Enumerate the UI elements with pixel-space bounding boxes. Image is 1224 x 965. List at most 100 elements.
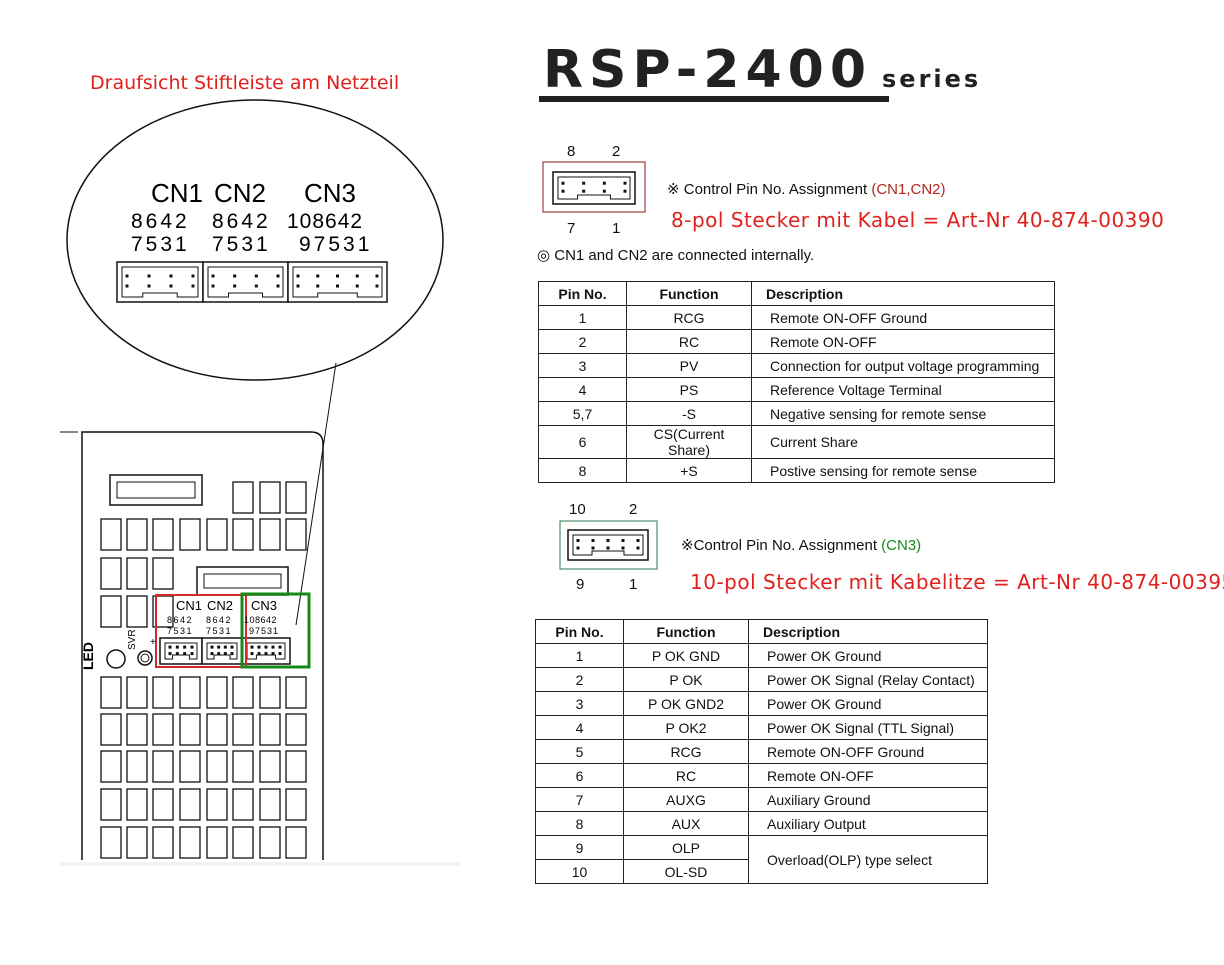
- panel-bottom-shade: [60, 862, 460, 866]
- connector-pin: [296, 284, 300, 288]
- connector-pin: [264, 652, 268, 656]
- pin-cell: 1: [535, 643, 624, 668]
- table-row: 4 PS Reference Voltage Terminal: [538, 377, 1055, 402]
- vent-slot: [206, 713, 228, 746]
- panel-cn2-label: CN2: [207, 598, 234, 613]
- pin-cell: 4: [538, 377, 627, 402]
- connector-latch: [246, 642, 286, 660]
- cn12-assignment: ※ Control Pin No. Assignment (CN1,CN2): [667, 180, 946, 198]
- panel-cn3-bottom: 97531: [249, 626, 280, 636]
- panel-cn1-top: 8642: [167, 615, 194, 625]
- vent-slot: [232, 676, 254, 709]
- pin-cell: 10: [535, 859, 624, 884]
- description-cell: Connection for output voltage programmin…: [751, 353, 1055, 378]
- vent-slot: [152, 750, 174, 783]
- cn12-pin-8: 8: [567, 143, 576, 160]
- connector-pin: [264, 645, 268, 649]
- connector-pin: [576, 546, 580, 550]
- vent-slot: [285, 788, 307, 821]
- connector-pin: [621, 546, 625, 550]
- description-cell: Remote ON-OFF Ground: [748, 739, 988, 764]
- pin-cell: 8: [535, 811, 624, 836]
- vent-slot: [126, 826, 148, 859]
- vent-slot: [232, 826, 254, 859]
- function-cell: P OK GND2: [623, 691, 749, 716]
- cn12-pin-2: 2: [612, 143, 621, 160]
- vent-slot: [206, 676, 228, 709]
- connector-pin: [278, 652, 282, 656]
- connector-pin: [175, 645, 179, 649]
- connector-pin: [375, 284, 379, 288]
- vent-slot: [179, 518, 201, 551]
- vent-slot: [152, 676, 174, 709]
- function-cell: P OK GND: [623, 643, 749, 668]
- vent-slot: [152, 557, 174, 590]
- vent-slot: [126, 788, 148, 821]
- pin-cell: 9: [535, 835, 624, 860]
- pin-cell: 7: [535, 787, 624, 812]
- connector-housing: [159, 637, 203, 665]
- connector-latch: [572, 534, 644, 556]
- function-cell: AUXG: [623, 787, 749, 812]
- table-row: 6 CS(Current Share) Current Share: [538, 425, 1055, 459]
- vent-slot: [100, 676, 122, 709]
- connector-pin: [271, 652, 275, 656]
- connector-pin: [190, 645, 194, 649]
- cn12-pin-table: Pin No. Function Description 1 RCG Remote ON-…: [538, 281, 1055, 483]
- vent-slot: [126, 595, 148, 628]
- vent-slot: [259, 676, 281, 709]
- connector-pin: [257, 645, 261, 649]
- function-cell: RCG: [626, 305, 752, 330]
- vent-slot: [232, 481, 254, 514]
- pin-cell: 4: [535, 715, 624, 740]
- zoom-cn3-top: 108642: [287, 210, 364, 233]
- connector-pin: [230, 645, 234, 649]
- connector-pin: [316, 274, 320, 278]
- svr-potentiometer: [137, 650, 153, 666]
- connector-housing: [202, 261, 289, 303]
- function-cell: CS(Current Share): [626, 425, 752, 459]
- function-cell: PV: [626, 353, 752, 378]
- function-cell: AUX: [623, 811, 749, 836]
- connector-pin: [250, 652, 254, 656]
- connector-pin: [278, 645, 282, 649]
- vent-slot: [126, 713, 148, 746]
- description-cell: Postive sensing for remote sense: [751, 458, 1055, 483]
- connector-pin: [606, 539, 610, 542]
- title-main: RSP-2400: [543, 40, 872, 100]
- pin-cell: 6: [535, 763, 624, 788]
- cn3-assignment: ※Control Pin No. Assignment (CN3): [681, 536, 921, 554]
- vent-slot: [285, 518, 307, 551]
- title-suffix: series: [882, 65, 982, 93]
- svr-plus-label: +: [150, 637, 156, 648]
- connector-pin: [230, 652, 234, 656]
- column-header: Description: [748, 619, 988, 644]
- cn3-pin-table: Pin No. Function Description 1 P OK GND Power…: [535, 619, 988, 884]
- connector-pin: [169, 274, 173, 278]
- column-header: Pin No.: [538, 281, 627, 306]
- vent-slot: [179, 676, 201, 709]
- connector-pin: [190, 652, 194, 656]
- vent-slot: [232, 713, 254, 746]
- vent-slot: [179, 713, 201, 746]
- cn3-order-note: 10-pol Stecker mit Kabelitze = Art-Nr 40…: [690, 570, 1224, 594]
- connector-pin: [168, 652, 172, 656]
- connector-pin: [602, 181, 606, 185]
- connector-pin: [355, 284, 359, 288]
- vent-slot: [152, 826, 174, 859]
- vent-slot: [179, 788, 201, 821]
- connector-housing: [201, 637, 243, 665]
- panel-cn1-label: CN1: [176, 598, 203, 613]
- pin-cell: 3: [535, 691, 624, 716]
- description-cell: Remote ON-OFF Ground: [751, 305, 1055, 330]
- description-cell: Power OK Ground: [748, 691, 988, 716]
- zoom-cn3-label: CN3: [304, 178, 357, 208]
- led-indicator: [106, 649, 126, 669]
- function-cell: P OK2: [623, 715, 749, 740]
- table-row: 6 RC Remote ON-OFF: [535, 763, 988, 788]
- vent-slot: [179, 750, 201, 783]
- column-header: Function: [623, 619, 749, 644]
- connector-pin: [621, 539, 625, 542]
